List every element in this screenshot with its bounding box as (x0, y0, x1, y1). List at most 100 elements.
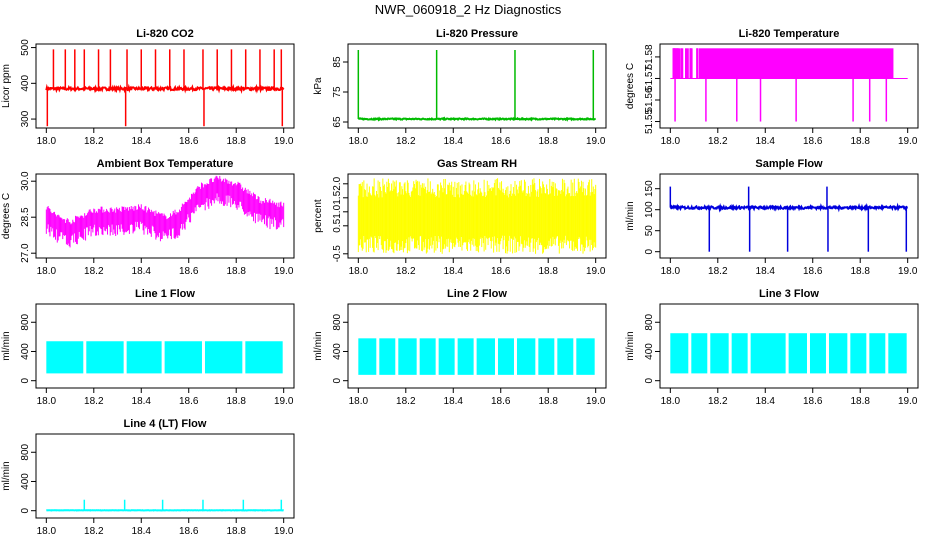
y-axis-label: ml/min (625, 201, 636, 230)
x-tick-label: 18.0 (349, 136, 369, 147)
plot-frame (659, 303, 919, 389)
series-line (357, 116, 596, 122)
data-series (45, 175, 285, 248)
flow-block (850, 333, 867, 374)
panel-title: Line 2 Flow (447, 288, 507, 300)
flow-block (788, 333, 807, 374)
x-tick-label: 18.4 (132, 396, 152, 407)
x-tick-label: 19.0 (586, 136, 606, 147)
panel-7: Line 1 Flow ml/min 18.0 18.2 18.4 18.6 18.8 19.… (1, 288, 295, 407)
plot-frame (35, 433, 295, 519)
y-tick-label: 100 (644, 201, 655, 218)
x-tick-label: 18.4 (756, 266, 776, 277)
x-tick-label: 18.2 (708, 396, 728, 407)
panel-title: Line 4 (LT) Flow (124, 418, 207, 430)
x-tick-label: 18.0 (661, 266, 681, 277)
y-tick-label: 1.0 (332, 204, 343, 218)
data-series (670, 333, 907, 374)
x-tick-label: 18.6 (179, 136, 199, 147)
x-tick-label: 18.4 (444, 266, 464, 277)
panel-5: Gas Stream RH percent 18.0 18.2 18.4 18.6 18.8… (313, 158, 607, 277)
panel-4: Ambient Box Temperature degrees C 18.0 18.2… (1, 158, 295, 277)
x-tick-label: 19.0 (274, 266, 294, 277)
flow-block (731, 333, 748, 374)
x-tick-label: 18.8 (226, 526, 246, 537)
panel-6: Sample Flow ml/min 18.0 18.2 18.4 18.6 18.8 19.… (625, 158, 919, 277)
y-tick-label: 27.0 (20, 243, 31, 263)
y-tick-label: 800 (332, 313, 343, 330)
y-tick-label: 500 (20, 39, 31, 56)
panel-1: Li-820 CO2 Licor ppm 18.0 18.2 18.4 18.6 18.8 1… (1, 28, 295, 147)
y-tick-label: 30.0 (20, 171, 31, 191)
flow-block (888, 333, 907, 374)
flow-block (86, 341, 124, 374)
y-tick-label: -0.5 (332, 245, 343, 263)
y-axis-label: ml/min (313, 331, 324, 360)
panel-2: Li-820 Pressure kPa 18.0 18.2 18.4 18.6 18.8 19… (313, 28, 607, 147)
y-tick-label: 400 (20, 75, 31, 92)
x-tick-label: 18.6 (491, 266, 511, 277)
y-tick-label: 400 (644, 343, 655, 360)
x-tick-label: 18.2 (84, 396, 104, 407)
plot-frame (347, 173, 607, 259)
series-line (669, 202, 908, 213)
y-axis-label: ml/min (1, 331, 12, 360)
y-tick-label: 51.56 (644, 87, 655, 112)
x-tick-label: 18.2 (708, 266, 728, 277)
x-tick-label: 18.6 (491, 396, 511, 407)
flow-block (204, 341, 243, 374)
flow-block (538, 338, 555, 375)
flow-block (164, 341, 202, 374)
y-axis-label: degrees C (625, 63, 636, 109)
flow-block (869, 333, 886, 374)
y-tick-label: 0 (332, 377, 343, 383)
data-series (670, 48, 908, 122)
panel-title: Line 1 Flow (135, 288, 195, 300)
panel-9: Line 3 Flow ml/min 18.0 18.2 18.4 18.6 18.8 19.… (625, 288, 919, 407)
plot-frame (35, 43, 295, 129)
x-tick-label: 18.0 (37, 526, 57, 537)
flow-block (710, 333, 729, 374)
x-tick-label: 18.8 (226, 396, 246, 407)
panel-title: Sample Flow (755, 158, 823, 170)
data-series (357, 50, 596, 122)
panel-title: Ambient Box Temperature (97, 158, 234, 170)
x-tick-label: 18.8 (538, 266, 558, 277)
plot-frame (347, 303, 607, 389)
flow-block (398, 338, 417, 375)
y-tick-label: 400 (20, 343, 31, 360)
y-tick-label: 400 (332, 343, 343, 360)
y-tick-label: 85 (332, 56, 343, 68)
y-tick-label: 28.5 (20, 207, 31, 227)
x-tick-label: 19.0 (898, 396, 918, 407)
plot-frame (659, 173, 919, 259)
x-tick-label: 19.0 (274, 526, 294, 537)
x-tick-label: 18.6 (179, 526, 199, 537)
x-tick-label: 18.4 (756, 136, 776, 147)
x-tick-label: 18.6 (179, 266, 199, 277)
flow-block (245, 341, 283, 374)
flow-block (576, 338, 595, 375)
x-tick-label: 19.0 (274, 136, 294, 147)
flow-block (457, 338, 474, 375)
flow-block (419, 338, 436, 375)
y-axis-label: percent (313, 199, 324, 233)
y-axis-label: ml/min (1, 461, 12, 490)
flow-block (691, 333, 708, 374)
flow-block (670, 333, 689, 374)
plot-frame (35, 173, 295, 259)
x-tick-label: 18.6 (179, 396, 199, 407)
y-tick-label: 51.58 (644, 44, 655, 69)
y-axis-label: ml/min (625, 331, 636, 360)
panel-title: Line 3 Flow (759, 288, 819, 300)
series-line (45, 83, 285, 94)
x-tick-label: 18.0 (661, 136, 681, 147)
x-tick-label: 18.8 (850, 266, 870, 277)
y-tick-label: 800 (20, 313, 31, 330)
panel-title: Li-820 Pressure (436, 28, 518, 40)
y-tick-label: 150 (644, 180, 655, 197)
y-tick-label: 0 (20, 507, 31, 513)
panel-3: Li-820 Temperature degrees C 18.0 18.2 18.4 1… (625, 28, 919, 147)
flow-block (750, 333, 786, 374)
data-series (357, 178, 597, 254)
